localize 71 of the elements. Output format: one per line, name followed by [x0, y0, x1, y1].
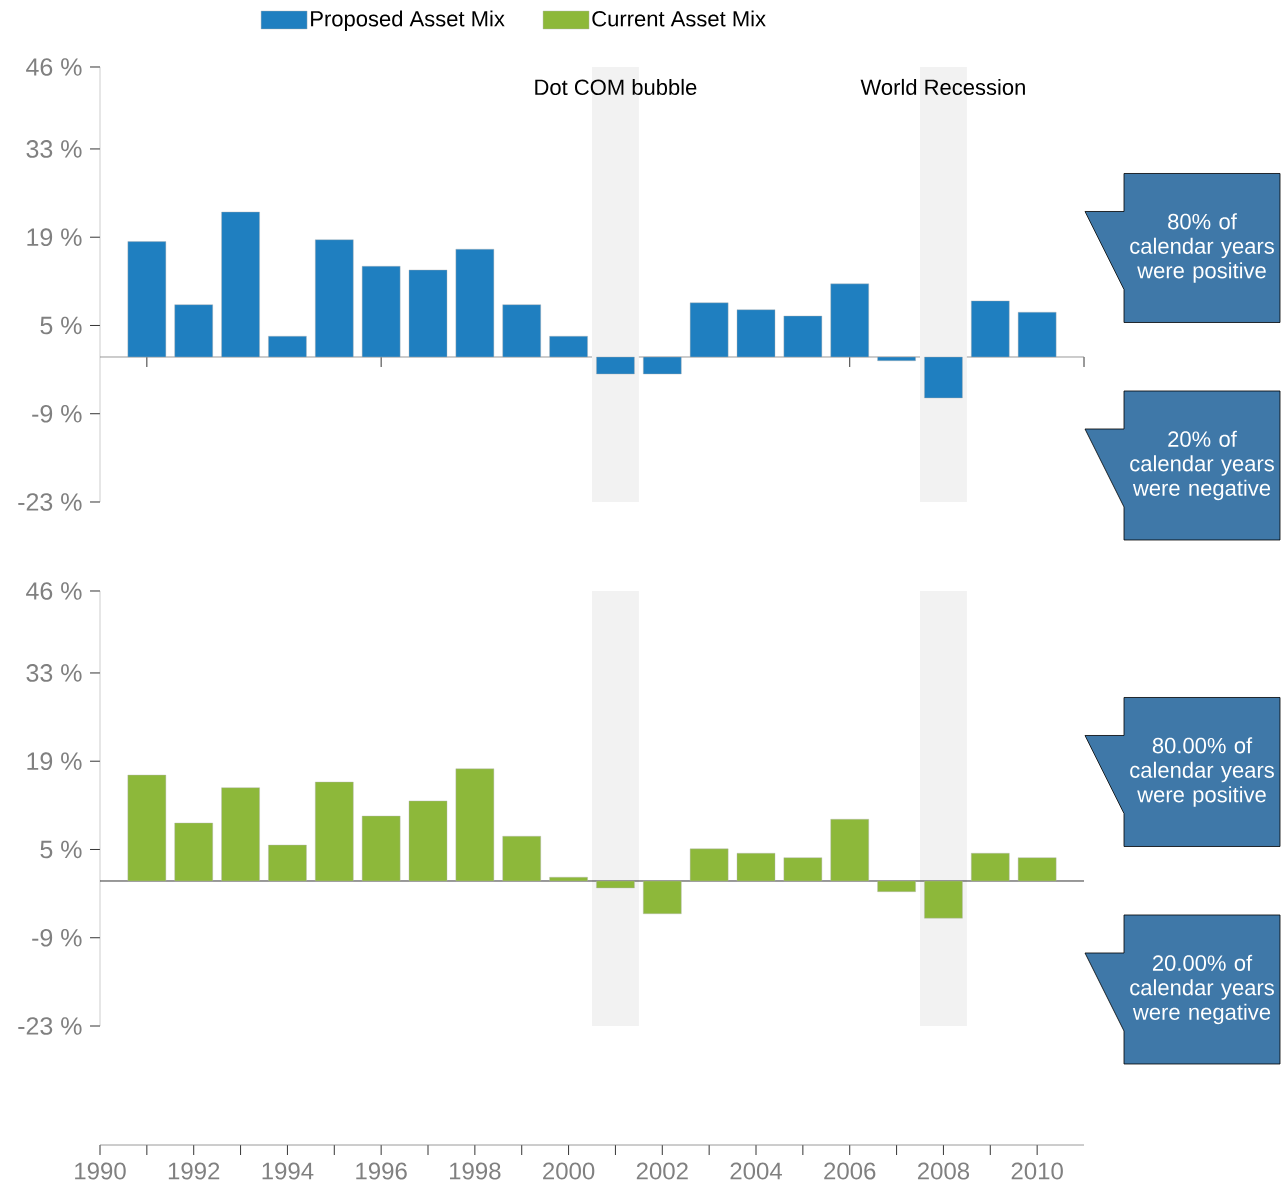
bar	[221, 211, 260, 358]
bar	[689, 302, 729, 358]
text: 20% of calendar years were negative	[1130, 430, 1274, 501]
x-tick-label: 2004	[730, 1162, 782, 1180]
bar	[971, 853, 1010, 882]
x-tick-label: 1990	[75, 1162, 126, 1180]
bar	[127, 774, 167, 882]
bar	[408, 269, 448, 358]
legend-label: Current Asset Mix	[592, 10, 766, 27]
bar	[643, 356, 682, 375]
bar	[877, 356, 916, 361]
bar	[174, 304, 213, 358]
bar	[783, 315, 823, 358]
bar	[830, 283, 869, 358]
text: 80% of calendar years were positive	[1130, 213, 1274, 283]
bar	[174, 822, 213, 882]
bar	[1017, 857, 1057, 882]
band-label: Dot COM bubble	[535, 78, 697, 96]
band-label: World Recession	[860, 78, 1025, 96]
x-tick-label: 2006	[824, 1162, 876, 1180]
legend-label: Proposed Asset Mix	[311, 10, 505, 31]
y-tick-label: 5 %	[40, 840, 82, 859]
x-tick-label: 2000	[543, 1162, 595, 1180]
x-tick-label: 1992	[168, 1162, 220, 1180]
y-tick-label: 19 %	[27, 228, 82, 247]
bar	[971, 300, 1010, 358]
x-tick-label: 2010	[1011, 1162, 1063, 1180]
text: 20.00% of calendar years were negative	[1130, 954, 1274, 1025]
bar	[127, 241, 167, 358]
y-tick-label: -9 %	[32, 928, 82, 947]
y-tick-label: 46 %	[26, 58, 82, 76]
x-tick-label: 1998	[450, 1162, 501, 1180]
y-tick-label: -9 %	[32, 404, 82, 423]
bar	[877, 880, 916, 892]
y-tick-label: 46 %	[26, 582, 82, 600]
bar	[315, 781, 354, 882]
bar	[549, 877, 588, 882]
bar	[361, 815, 401, 882]
x-tick-label: 1996	[356, 1162, 407, 1180]
bar	[455, 768, 495, 882]
bar	[643, 880, 682, 914]
y-tick-label: 19 %	[27, 752, 82, 771]
bar	[689, 848, 729, 882]
bar	[596, 880, 635, 889]
y-tick-label: 33 %	[26, 140, 82, 158]
x-tick-label: 1994	[262, 1162, 314, 1180]
bar	[924, 356, 963, 399]
bar	[736, 853, 776, 882]
bar	[221, 787, 260, 882]
y-tick-label: -23 %	[18, 493, 82, 511]
bar	[315, 239, 354, 358]
bar	[924, 880, 963, 919]
bar	[1017, 312, 1057, 358]
bar	[502, 836, 541, 882]
text: 80.00% of calendar years were positive	[1130, 737, 1274, 807]
bar	[830, 819, 869, 882]
bar	[502, 304, 541, 358]
bar	[268, 335, 307, 358]
bar	[361, 266, 401, 358]
bar	[783, 857, 823, 882]
bar	[596, 356, 635, 375]
bar	[736, 309, 776, 358]
x-tick-label: 2002	[636, 1162, 688, 1180]
bar	[455, 248, 495, 358]
bar	[549, 335, 588, 358]
bar	[268, 844, 307, 882]
bar	[408, 800, 448, 882]
y-tick-label: 33 %	[26, 664, 82, 682]
y-tick-label: 5 %	[40, 316, 82, 335]
y-tick-label: -23 %	[18, 1017, 82, 1035]
x-tick-label: 2008	[917, 1162, 970, 1180]
